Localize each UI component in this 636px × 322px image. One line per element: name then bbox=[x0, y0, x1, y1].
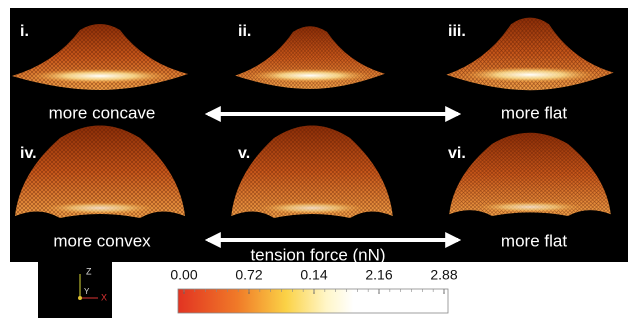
colorbar-tick-label: 2.88 bbox=[430, 267, 457, 283]
colorbar-tick-label: 0.72 bbox=[235, 267, 262, 283]
colorbar bbox=[177, 288, 449, 314]
panel-label: iii. bbox=[448, 23, 466, 40]
colorbar-tick-label: 0.00 bbox=[170, 267, 197, 283]
caption: more concave bbox=[49, 103, 156, 122]
axis-origin bbox=[78, 296, 82, 300]
panel-label: vi. bbox=[448, 145, 466, 162]
axes-inset bbox=[38, 262, 112, 318]
axis-label: Y bbox=[84, 287, 90, 296]
panel-label: ii. bbox=[238, 23, 251, 40]
caption: more convex bbox=[53, 231, 151, 250]
panel-label: iv. bbox=[20, 145, 37, 162]
colorbar-title: tension force (nN) bbox=[250, 245, 385, 264]
colorbar-ticks: 0.00 0.72 0.14 2.16 2.88 bbox=[170, 267, 458, 294]
panel-label: i. bbox=[20, 23, 29, 40]
panel-label: v. bbox=[238, 145, 250, 162]
axis-label: X bbox=[101, 292, 107, 302]
caption: more flat bbox=[501, 231, 567, 250]
colorbar-tick-label: 0.14 bbox=[300, 267, 327, 283]
axis-label: Z bbox=[86, 266, 92, 276]
caption: more flat bbox=[501, 103, 567, 122]
colorbar-tick-label: 2.16 bbox=[365, 267, 392, 283]
